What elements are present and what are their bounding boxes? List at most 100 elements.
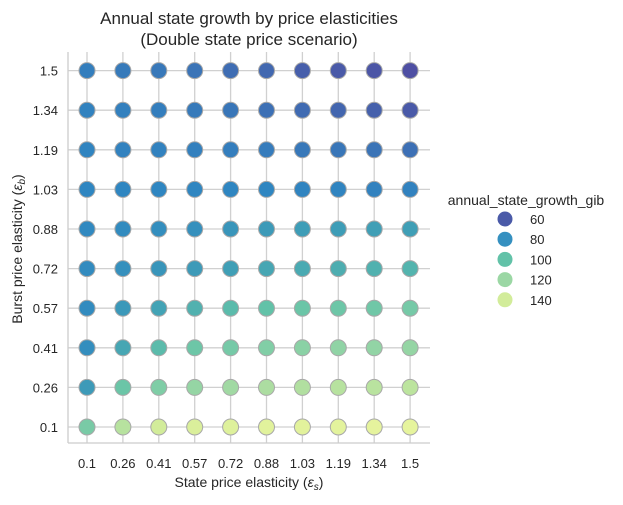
y-tick-label: 0.72 [33, 262, 58, 277]
x-tick-labels: 0.1 0.26 0.41 0.57 0.72 0.88 1.03 1.19 1.34 1.5 [78, 456, 419, 471]
data-point [329, 101, 347, 119]
data-point [365, 101, 383, 119]
data-point [293, 180, 311, 198]
x-tick-label: 0.41 [146, 456, 171, 471]
data-point [186, 378, 204, 396]
data-point [401, 378, 419, 396]
data-point [365, 220, 383, 238]
data-point [78, 339, 96, 357]
data-point [114, 299, 132, 317]
data-point [329, 180, 347, 198]
legend-label: 120 [530, 273, 552, 288]
data-point [150, 62, 168, 80]
data-point [222, 62, 240, 80]
data-point [329, 220, 347, 238]
data-point [258, 101, 275, 119]
y-axis-label-text: Burst price elasticity ( [9, 190, 25, 323]
data-point [365, 180, 383, 198]
legend-marker [497, 272, 513, 288]
x-tick-label: 0.57 [182, 456, 207, 471]
data-point [78, 101, 96, 119]
y-tick-labels: 0.1 0.26 0.41 0.57 0.72 0.88 1.03 1.19 1.34 1.5 [33, 64, 58, 435]
chart-title-line1: Annual state growth by price elasticitie… [100, 9, 398, 28]
data-point [150, 339, 168, 357]
data-point [186, 141, 204, 159]
data-point [258, 339, 275, 357]
data-point [150, 220, 168, 238]
data-point [329, 62, 347, 80]
data-point [258, 378, 275, 396]
data-point [293, 141, 311, 159]
data-point [78, 299, 96, 317]
data-point [401, 101, 419, 119]
data-point [293, 418, 311, 436]
data-point [365, 339, 383, 357]
data-point [114, 180, 132, 198]
data-point [258, 180, 275, 198]
data-point [222, 260, 240, 278]
data-point [365, 418, 383, 436]
data-point [258, 220, 275, 238]
data-point [186, 339, 204, 357]
legend-marker [497, 292, 513, 308]
data-point [78, 220, 96, 238]
y-tick-label: 0.88 [33, 222, 58, 237]
data-point [186, 418, 204, 436]
data-point [365, 62, 383, 80]
data-point [78, 62, 96, 80]
x-tick-label: 1.34 [362, 456, 387, 471]
x-axis-label-symbol: ε [308, 474, 315, 490]
y-tick-label: 0.26 [33, 380, 58, 395]
data-point [258, 141, 275, 159]
data-point [78, 180, 96, 198]
data-point [114, 418, 132, 436]
legend-label: 80 [530, 232, 544, 247]
data-point [186, 260, 204, 278]
x-axis-label-sub: s [314, 482, 319, 493]
data-point [401, 339, 419, 357]
data-point [258, 418, 275, 436]
data-point [222, 299, 240, 317]
data-point [186, 220, 204, 238]
data-point [329, 418, 347, 436]
legend-label: 140 [530, 293, 552, 308]
data-point [114, 260, 132, 278]
y-tick-label: 1.19 [33, 143, 58, 158]
data-point [293, 299, 311, 317]
data-point [114, 378, 132, 396]
data-point [222, 141, 240, 159]
data-point [222, 101, 240, 119]
legend-title: annual_state_growth_gib [448, 192, 605, 208]
data-point [401, 141, 419, 159]
data-point [150, 101, 168, 119]
data-point [329, 339, 347, 357]
x-tick-label: 0.88 [254, 456, 279, 471]
y-tick-label: 1.03 [33, 182, 58, 197]
data-point [78, 141, 96, 159]
legend-marker [497, 231, 513, 247]
data-point [150, 418, 168, 436]
data-point [401, 418, 419, 436]
data-point [186, 299, 204, 317]
data-point [78, 418, 96, 436]
x-tick-label: 0.1 [78, 456, 96, 471]
legend: annual_state_growth_gib 60 80 100 120 140 [448, 192, 605, 308]
data-point [293, 339, 311, 357]
chart-title-line2: (Double state price scenario) [140, 30, 357, 49]
x-tick-label: 0.72 [218, 456, 243, 471]
x-tick-label: 0.26 [110, 456, 135, 471]
data-point [150, 180, 168, 198]
data-point [150, 260, 168, 278]
data-point [365, 260, 383, 278]
data-point [329, 141, 347, 159]
y-tick-label: 1.5 [40, 64, 58, 79]
y-axis-label-sub: b [17, 179, 28, 185]
data-point [150, 299, 168, 317]
data-point [329, 299, 347, 317]
y-tick-label: 0.57 [33, 301, 58, 316]
data-point [258, 299, 275, 317]
data-point [329, 378, 347, 396]
data-point [401, 299, 419, 317]
data-point [365, 299, 383, 317]
